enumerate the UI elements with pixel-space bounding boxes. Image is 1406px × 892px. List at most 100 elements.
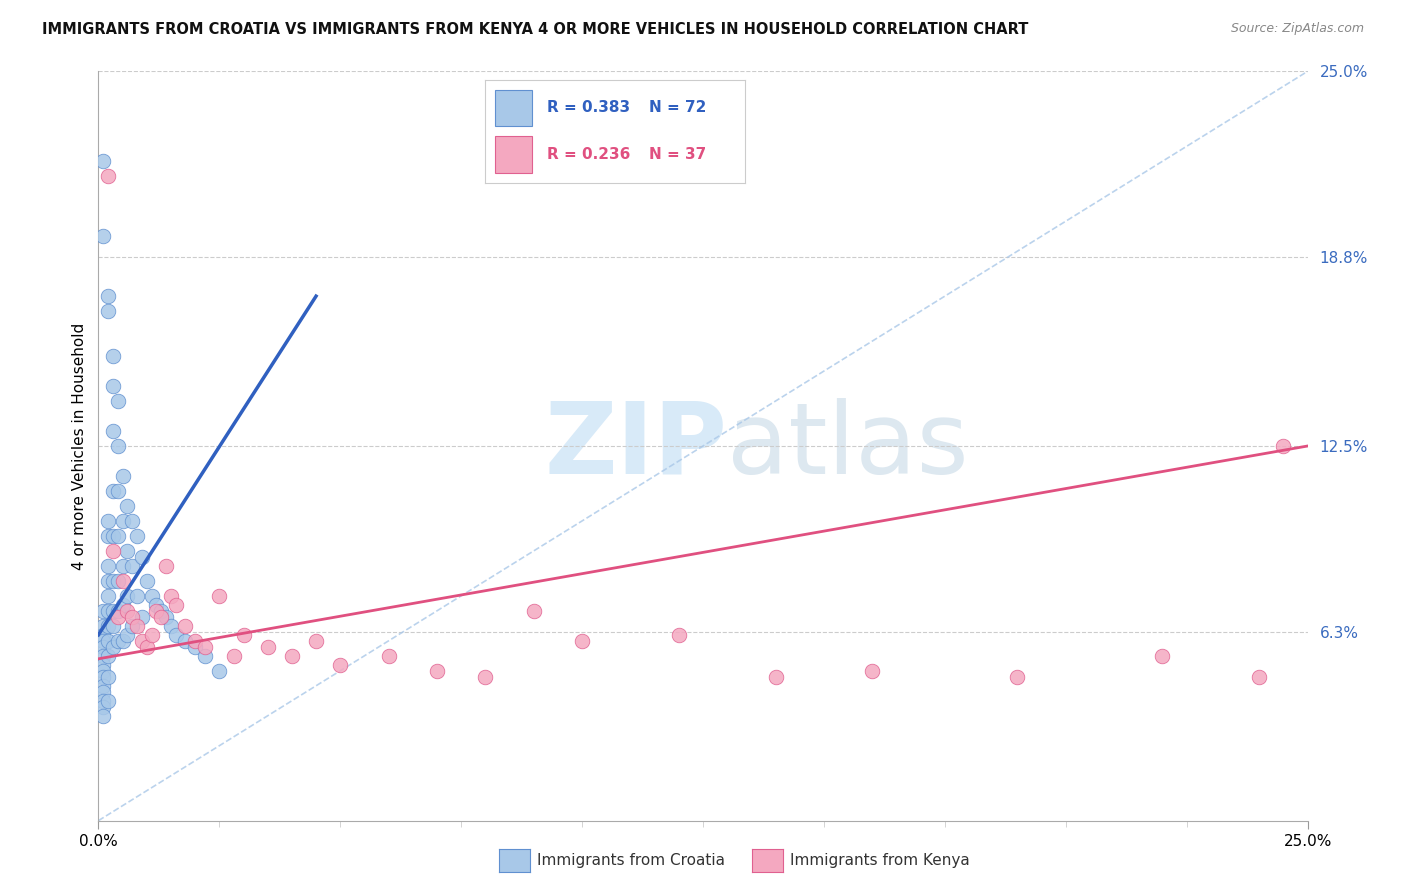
Point: [91, 628, 114, 642]
Point: [107, 529, 129, 543]
Point: [117, 589, 139, 603]
Point: [131, 549, 153, 564]
Point: [117, 499, 139, 513]
Point: [117, 604, 139, 618]
Point: [1249, 670, 1271, 684]
Point: [101, 349, 124, 363]
Point: [101, 619, 124, 633]
Point: [91, 694, 114, 708]
Point: [155, 558, 177, 573]
Point: [131, 633, 153, 648]
Point: [121, 619, 143, 633]
Point: [474, 670, 496, 684]
Point: [150, 604, 173, 618]
Text: Source: ZipAtlas.com: Source: ZipAtlas.com: [1230, 22, 1364, 36]
Point: [101, 529, 124, 543]
Point: [305, 633, 328, 648]
Point: [127, 619, 149, 633]
Point: [107, 610, 129, 624]
Point: [111, 633, 134, 648]
Point: [426, 664, 449, 678]
Point: [91, 670, 114, 684]
Point: [668, 628, 690, 642]
Point: [165, 598, 187, 612]
Point: [222, 648, 245, 663]
Point: [1272, 439, 1295, 453]
Point: [107, 394, 129, 409]
Point: [135, 640, 157, 654]
Point: [91, 657, 114, 672]
Text: Immigrants from Kenya: Immigrants from Kenya: [790, 854, 970, 868]
Point: [281, 648, 304, 663]
Text: R = 0.383: R = 0.383: [547, 101, 631, 115]
Point: [184, 633, 207, 648]
Point: [141, 589, 163, 603]
Point: [101, 574, 124, 588]
Point: [145, 598, 167, 612]
Point: [101, 544, 124, 558]
Bar: [495, 136, 531, 173]
Point: [860, 664, 883, 678]
Point: [121, 558, 143, 573]
Point: [194, 648, 217, 663]
Point: [329, 657, 352, 672]
Point: [97, 558, 120, 573]
Point: [91, 633, 114, 648]
Point: [101, 604, 124, 618]
Point: [91, 229, 114, 244]
Point: [91, 619, 114, 633]
Point: [135, 574, 157, 588]
Point: [145, 604, 167, 618]
Point: [194, 640, 217, 654]
Point: [97, 169, 120, 184]
Point: [160, 589, 183, 603]
Text: IMMIGRANTS FROM CROATIA VS IMMIGRANTS FROM KENYA 4 OR MORE VEHICLES IN HOUSEHOLD: IMMIGRANTS FROM CROATIA VS IMMIGRANTS FR…: [42, 22, 1029, 37]
Point: [523, 604, 546, 618]
Point: [101, 483, 124, 498]
Point: [107, 604, 129, 618]
Point: [91, 154, 114, 169]
Text: ZIP: ZIP: [544, 398, 727, 494]
Point: [111, 514, 134, 528]
Point: [97, 694, 120, 708]
Point: [97, 633, 120, 648]
Point: [101, 379, 124, 393]
Point: [117, 544, 139, 558]
Point: [107, 483, 129, 498]
Point: [765, 670, 787, 684]
Point: [91, 708, 114, 723]
Point: [91, 648, 114, 663]
Text: atlas: atlas: [727, 398, 969, 494]
Point: [111, 469, 134, 483]
Point: [91, 604, 114, 618]
Point: [97, 304, 120, 318]
Point: [111, 558, 134, 573]
Point: [107, 574, 129, 588]
Point: [117, 628, 139, 642]
Point: [91, 699, 114, 714]
Point: [127, 589, 149, 603]
Point: [232, 628, 254, 642]
Point: [155, 610, 177, 624]
Point: [91, 679, 114, 693]
Point: [1152, 648, 1174, 663]
Point: [377, 648, 399, 663]
Point: [91, 640, 114, 654]
Text: R = 0.236: R = 0.236: [547, 146, 631, 161]
Point: [127, 529, 149, 543]
Point: [97, 529, 120, 543]
Point: [97, 604, 120, 618]
Text: N = 37: N = 37: [650, 146, 706, 161]
Point: [174, 619, 197, 633]
Point: [160, 619, 183, 633]
Point: [121, 514, 143, 528]
Point: [97, 589, 120, 603]
Point: [97, 574, 120, 588]
Point: [150, 610, 173, 624]
Point: [91, 664, 114, 678]
Point: [571, 633, 593, 648]
Point: [107, 633, 129, 648]
Y-axis label: 4 or more Vehicles in Household: 4 or more Vehicles in Household: [72, 322, 87, 570]
Text: Immigrants from Croatia: Immigrants from Croatia: [537, 854, 725, 868]
Point: [91, 685, 114, 699]
